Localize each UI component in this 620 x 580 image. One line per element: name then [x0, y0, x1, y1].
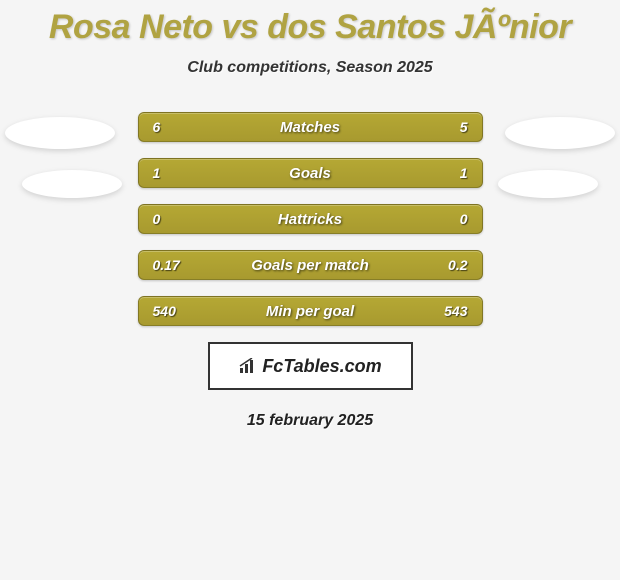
stat-bar-goals-per-match: 0.17 Goals per match 0.2 — [138, 250, 483, 280]
stat-right-value: 1 — [460, 165, 468, 181]
stat-right-value: 0 — [460, 211, 468, 227]
bar-chart-icon — [238, 358, 258, 374]
stat-right-value: 5 — [460, 119, 468, 135]
date-label: 15 february 2025 — [10, 412, 610, 430]
page-title: Rosa Neto vs dos Santos JÃºnior — [0, 0, 620, 47]
brand-box: FcTables.com — [208, 342, 413, 390]
player-left-ellipse-bottom — [22, 170, 122, 198]
player-right-ellipse-bottom — [498, 170, 598, 198]
brand-text: FcTables.com — [262, 356, 381, 377]
stat-bars-container: 6 Matches 5 1 Goals 1 0 Hattricks 0 0.17… — [138, 112, 483, 326]
stat-left-value: 6 — [153, 119, 161, 135]
stat-left-value: 540 — [153, 303, 176, 319]
stat-right-value: 0.2 — [448, 257, 467, 273]
stat-label: Hattricks — [278, 211, 342, 228]
stat-left-value: 1 — [153, 165, 161, 181]
comparison-area: 6 Matches 5 1 Goals 1 0 Hattricks 0 0.17… — [0, 112, 620, 430]
player-right-ellipse-top — [505, 117, 615, 149]
stat-left-value: 0 — [153, 211, 161, 227]
stat-left-value: 0.17 — [153, 257, 180, 273]
player-left-ellipse-top — [5, 117, 115, 149]
stat-label: Goals per match — [251, 257, 369, 274]
stat-label: Matches — [280, 119, 340, 136]
stat-bar-matches: 6 Matches 5 — [138, 112, 483, 142]
subtitle: Club competitions, Season 2025 — [0, 59, 620, 77]
stat-bar-hattricks: 0 Hattricks 0 — [138, 204, 483, 234]
stat-label: Min per goal — [266, 303, 354, 320]
stat-bar-min-per-goal: 540 Min per goal 543 — [138, 296, 483, 326]
stat-right-value: 543 — [444, 303, 467, 319]
stat-bar-goals: 1 Goals 1 — [138, 158, 483, 188]
stat-label: Goals — [289, 165, 331, 182]
